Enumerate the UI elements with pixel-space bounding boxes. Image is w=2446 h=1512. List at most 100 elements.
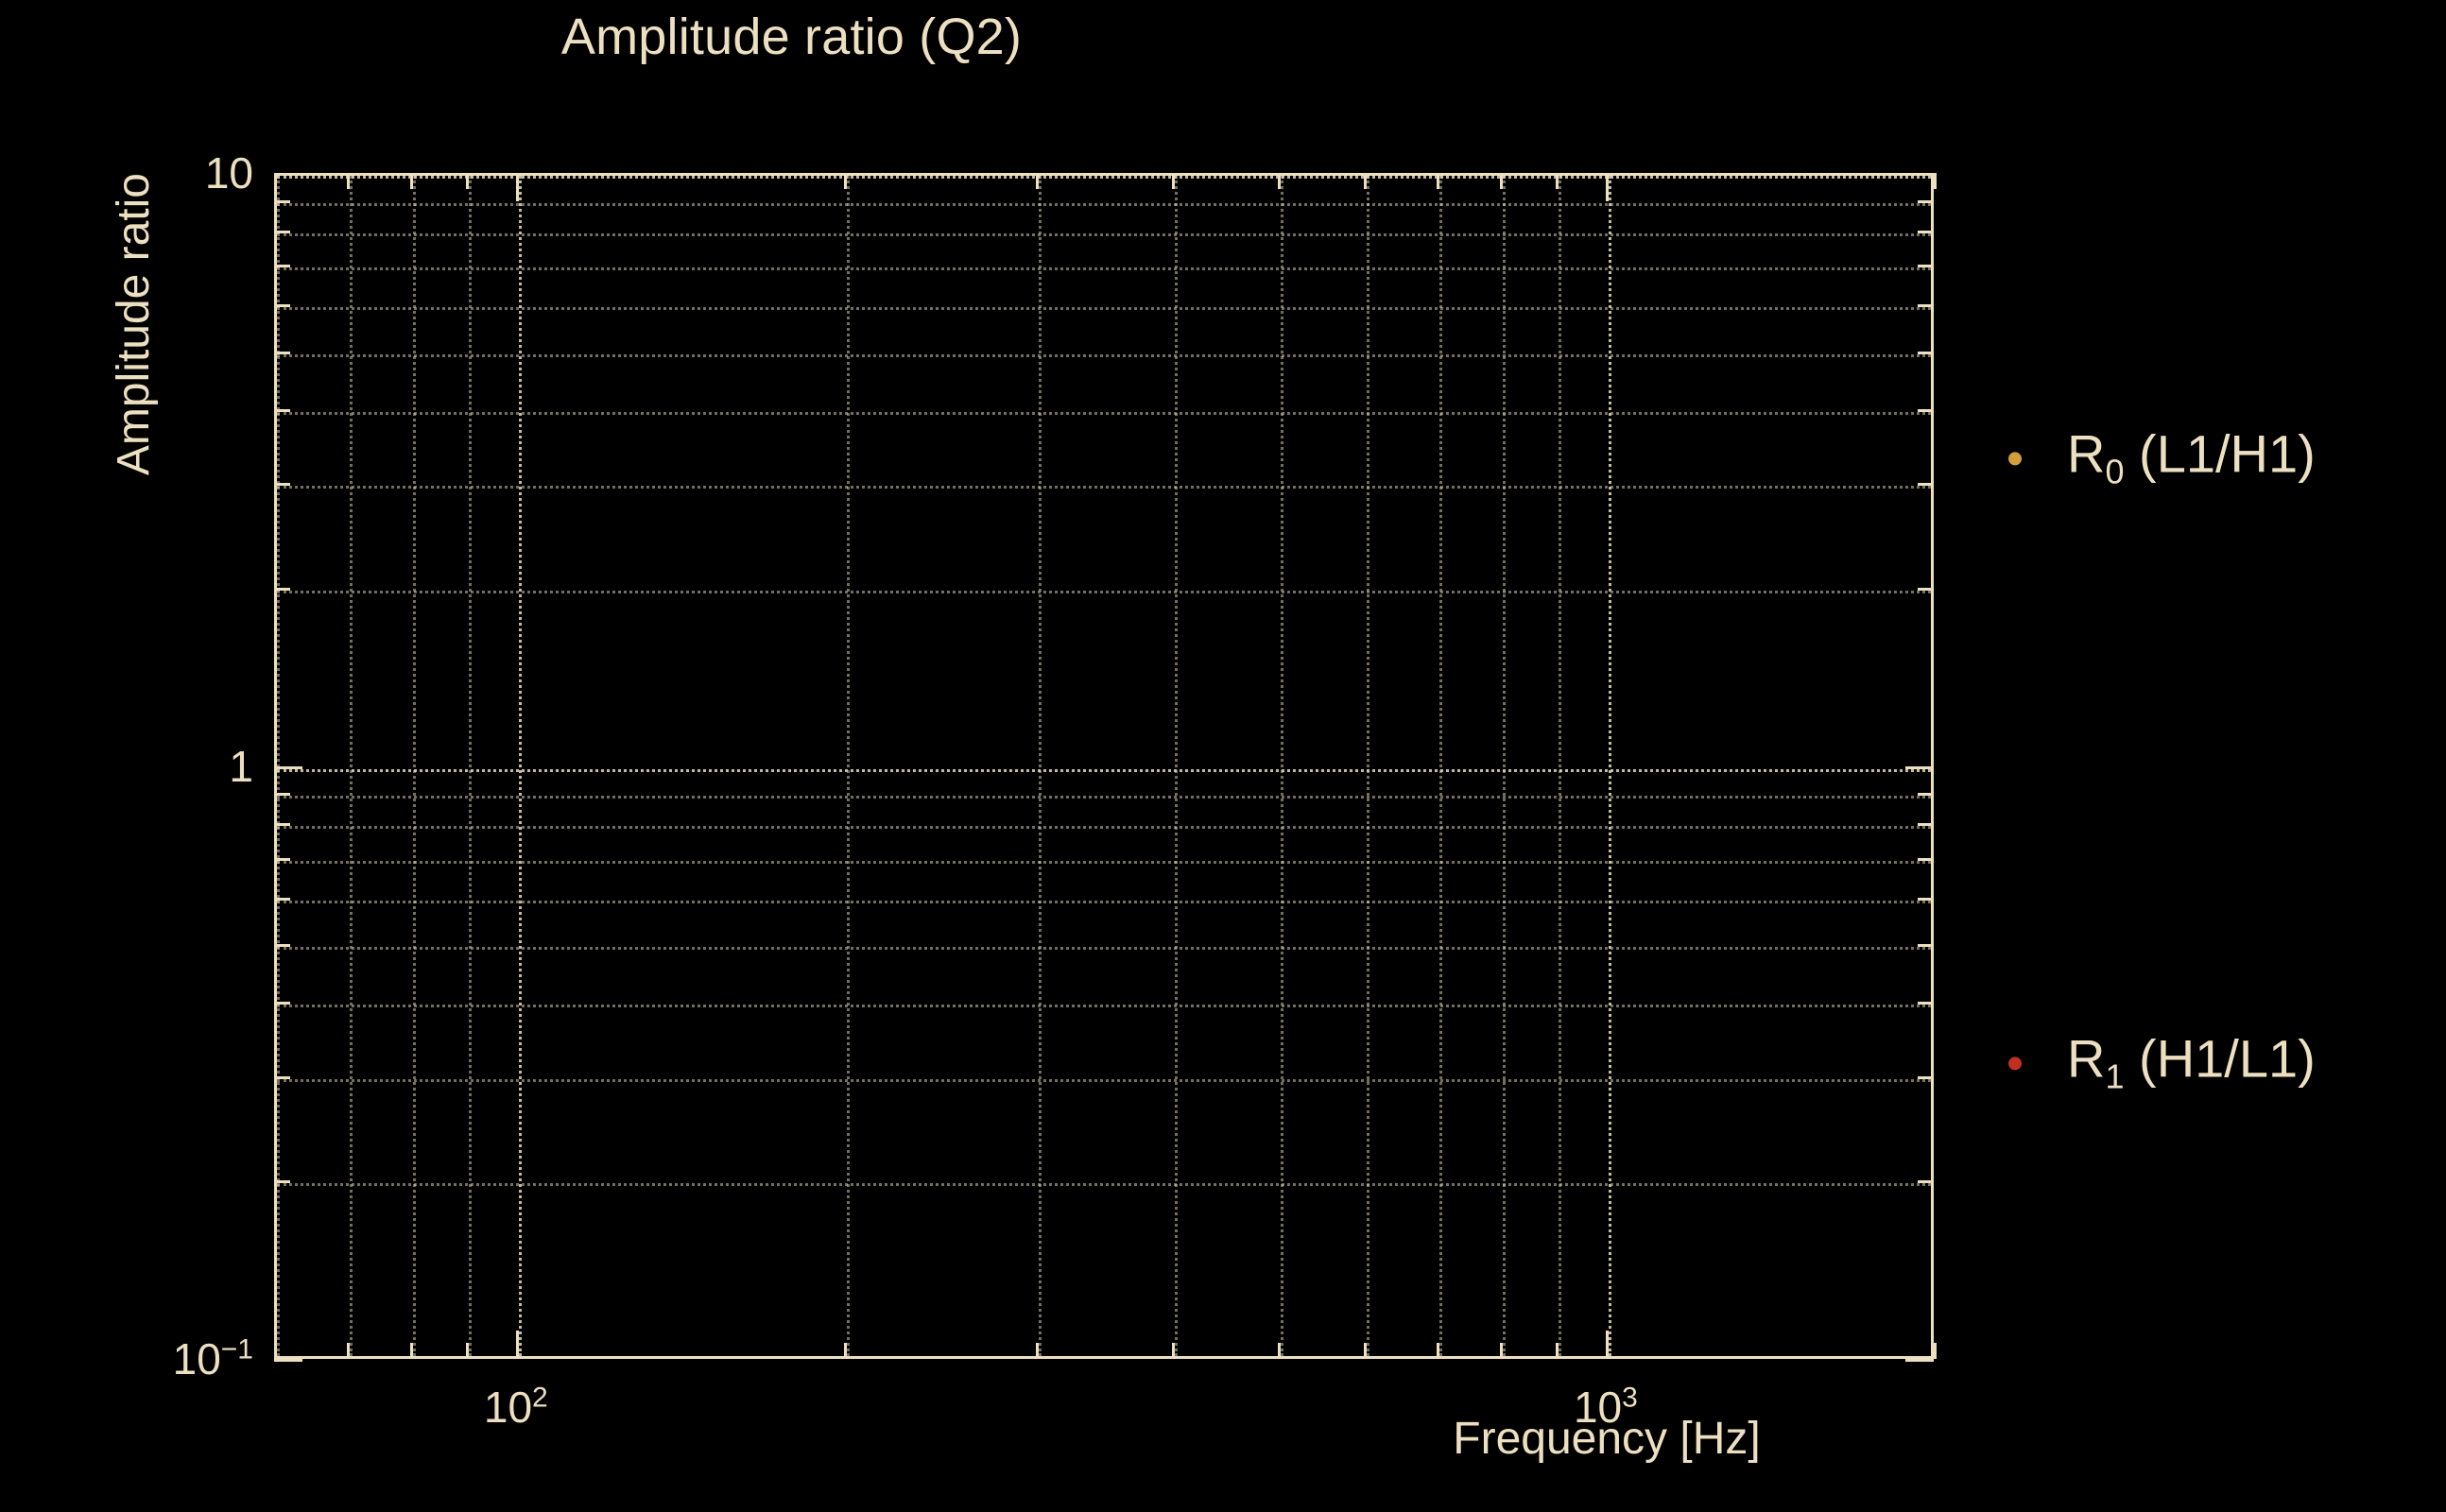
- x-tick-minor: [466, 1343, 470, 1359]
- x-tick-major: [515, 1331, 519, 1359]
- gridline-vertical-minor: [413, 176, 417, 1356]
- y-tick-minor-right: [1918, 1075, 1934, 1079]
- x-tick-minor: [347, 1343, 351, 1359]
- legend-label-subscript: 1: [2105, 1057, 2125, 1096]
- gridline-horizontal-minor: [277, 947, 1931, 951]
- y-tick-minor-right: [1918, 199, 1934, 203]
- y-tick-label-mantissa: 1: [229, 741, 253, 791]
- y-tick-minor: [274, 1075, 290, 1079]
- y-tick-minor-right: [1918, 304, 1934, 308]
- x-tick-label-mantissa: 10: [1573, 1383, 1623, 1432]
- y-tick-minor: [274, 408, 290, 412]
- y-tick-label-mantissa: 10: [172, 1334, 221, 1383]
- gridline-vertical-minor: [846, 176, 850, 1356]
- y-tick-minor-right: [1918, 230, 1934, 233]
- x-tick-major-top: [1605, 173, 1609, 201]
- y-tick-minor-right: [1918, 587, 1934, 591]
- gridline-vertical-minor: [1503, 176, 1507, 1356]
- y-tick-minor-right: [1918, 408, 1934, 412]
- y-axis-title-text: Amplitude ratio: [109, 173, 159, 476]
- y-tick-minor: [274, 230, 290, 233]
- y-tick-minor-right: [1918, 823, 1934, 827]
- gridline-horizontal-minor: [277, 232, 1931, 236]
- y-tick-label: 1: [229, 741, 253, 792]
- gridline-horizontal-major: [277, 176, 1931, 179]
- x-tick-minor: [1934, 1343, 1937, 1359]
- gridline-vertical-minor: [1367, 176, 1370, 1356]
- legend-label-base: R: [2067, 423, 2106, 484]
- gridline-vertical-minor: [1559, 176, 1562, 1356]
- y-tick-minor: [274, 587, 290, 591]
- y-tick-minor-right: [1918, 1002, 1934, 1005]
- y-tick-label: 10−1: [173, 1333, 253, 1384]
- y-tick-minor: [274, 857, 290, 861]
- y-axis-title: Amplitude ratio: [64, 173, 159, 702]
- gridline-horizontal-minor: [277, 411, 1931, 415]
- gridline-vertical-minor: [1280, 176, 1283, 1356]
- gridline-horizontal-minor: [277, 590, 1931, 593]
- x-tick-minor: [843, 1343, 847, 1359]
- gridline-vertical-minor: [350, 176, 353, 1356]
- y-tick-minor: [274, 897, 290, 901]
- y-tick-minor-right: [1918, 897, 1934, 901]
- x-tick-label: 102: [484, 1382, 548, 1433]
- x-tick-minor-top: [466, 173, 470, 189]
- y-tick-minor-right: [1918, 483, 1934, 487]
- plot-area: [274, 173, 1934, 1359]
- x-tick-minor-top: [1437, 173, 1440, 189]
- x-tick-label: 103: [1574, 1382, 1638, 1433]
- y-tick-label-exponent: −1: [220, 1333, 253, 1366]
- legend-marker-icon: [2008, 1057, 2022, 1070]
- x-tick-minor: [1556, 1343, 1559, 1359]
- gridline-horizontal-minor: [277, 353, 1931, 357]
- gridline-vertical-minor: [469, 176, 473, 1356]
- legend-label: R1 (H1/L1): [2067, 1032, 2316, 1093]
- y-tick-minor: [274, 793, 290, 797]
- y-tick-minor: [274, 1180, 290, 1184]
- gridline-horizontal-minor: [277, 1005, 1931, 1008]
- y-tick-minor-right: [1918, 351, 1934, 354]
- gridline-vertical-minor: [1038, 176, 1042, 1356]
- legend-label-base: R: [2067, 1028, 2106, 1089]
- legend-label-rest: (H1/L1): [2124, 1028, 2316, 1089]
- y-tick-minor-right: [1918, 265, 1934, 268]
- x-tick-minor: [1277, 1343, 1281, 1359]
- y-tick-major-right: [1905, 1359, 1934, 1362]
- x-tick-minor: [274, 1343, 277, 1359]
- x-tick-minor: [1500, 1343, 1504, 1359]
- gridline-horizontal-minor: [277, 202, 1931, 206]
- gridline-horizontal-minor: [277, 860, 1931, 864]
- x-tick-minor-top: [1556, 173, 1559, 189]
- gridline-horizontal-minor: [277, 267, 1931, 271]
- x-tick-minor-top: [410, 173, 414, 189]
- y-tick-minor: [274, 1002, 290, 1005]
- y-tick-minor: [274, 304, 290, 308]
- legend-entry[interactable]: R1 (H1/L1): [2008, 1032, 2316, 1093]
- x-tick-minor: [1364, 1343, 1368, 1359]
- y-tick-minor-right: [1918, 1180, 1934, 1184]
- gridline-horizontal-minor: [277, 307, 1931, 311]
- gridline-horizontal-minor: [277, 486, 1931, 490]
- gridline-horizontal-major: [277, 768, 1931, 772]
- gridline-horizontal-minor: [277, 1183, 1931, 1187]
- y-tick-minor-right: [1918, 944, 1934, 948]
- y-tick-minor: [274, 199, 290, 203]
- x-tick-label-exponent: 3: [1622, 1382, 1638, 1414]
- y-tick-minor-right: [1918, 793, 1934, 797]
- grid-layer: [277, 176, 1931, 1356]
- x-tick-minor-top: [274, 173, 277, 189]
- chart-title: Amplitude ratio (Q2): [560, 9, 1023, 65]
- gridline-horizontal-minor: [277, 796, 1931, 799]
- x-axis-title: Frequency [Hz]: [1453, 1414, 1761, 1464]
- x-tick-minor-top: [347, 173, 351, 189]
- legend-label: R0 (L1/H1): [2067, 427, 2316, 489]
- y-tick-minor: [274, 351, 290, 354]
- x-tick-label-mantissa: 10: [483, 1383, 533, 1432]
- gridline-vertical-major: [518, 176, 522, 1356]
- y-tick-minor: [274, 265, 290, 268]
- legend-entry[interactable]: R0 (L1/H1): [2008, 427, 2316, 489]
- x-tick-minor-top: [1364, 173, 1368, 189]
- y-tick-major: [274, 1359, 302, 1362]
- y-tick-major-right: [1905, 173, 1934, 176]
